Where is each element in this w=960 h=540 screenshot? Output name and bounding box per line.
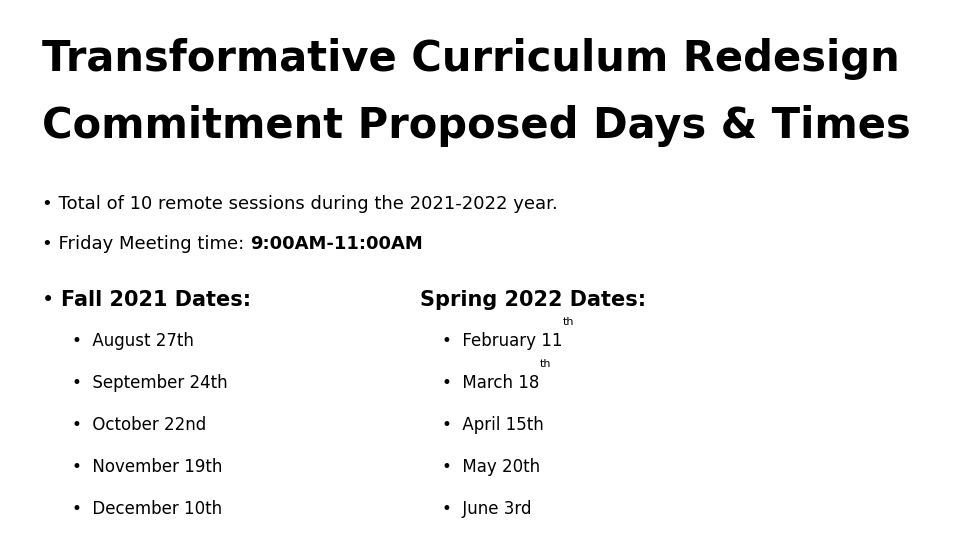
Text: Transformative Curriculum Redesign: Transformative Curriculum Redesign <box>42 38 900 80</box>
Text: •  May 20th: • May 20th <box>442 458 540 476</box>
Text: 9:00AM-11:00AM: 9:00AM-11:00AM <box>250 235 422 253</box>
Text: Fall 2021 Dates:: Fall 2021 Dates: <box>60 290 251 310</box>
Text: th: th <box>540 359 551 369</box>
Text: th: th <box>563 317 574 327</box>
Text: •  December 10th: • December 10th <box>72 500 222 518</box>
Text: • Friday Meeting time:: • Friday Meeting time: <box>42 235 250 253</box>
Text: •  June 3rd: • June 3rd <box>442 500 532 518</box>
Text: • Total of 10 remote sessions during the 2021-2022 year.: • Total of 10 remote sessions during the… <box>42 195 558 213</box>
Text: •  March 18: • March 18 <box>442 374 540 392</box>
Text: •  November 19th: • November 19th <box>72 458 223 476</box>
Text: Spring 2022 Dates:: Spring 2022 Dates: <box>420 290 646 310</box>
Text: •  February 11: • February 11 <box>442 332 563 350</box>
Text: •: • <box>42 290 60 310</box>
Text: •  September 24th: • September 24th <box>72 374 228 392</box>
Text: •  October 22nd: • October 22nd <box>72 416 206 434</box>
Text: •  April 15th: • April 15th <box>442 416 543 434</box>
Text: Commitment Proposed Days & Times: Commitment Proposed Days & Times <box>42 105 911 147</box>
Text: •  August 27th: • August 27th <box>72 332 194 350</box>
